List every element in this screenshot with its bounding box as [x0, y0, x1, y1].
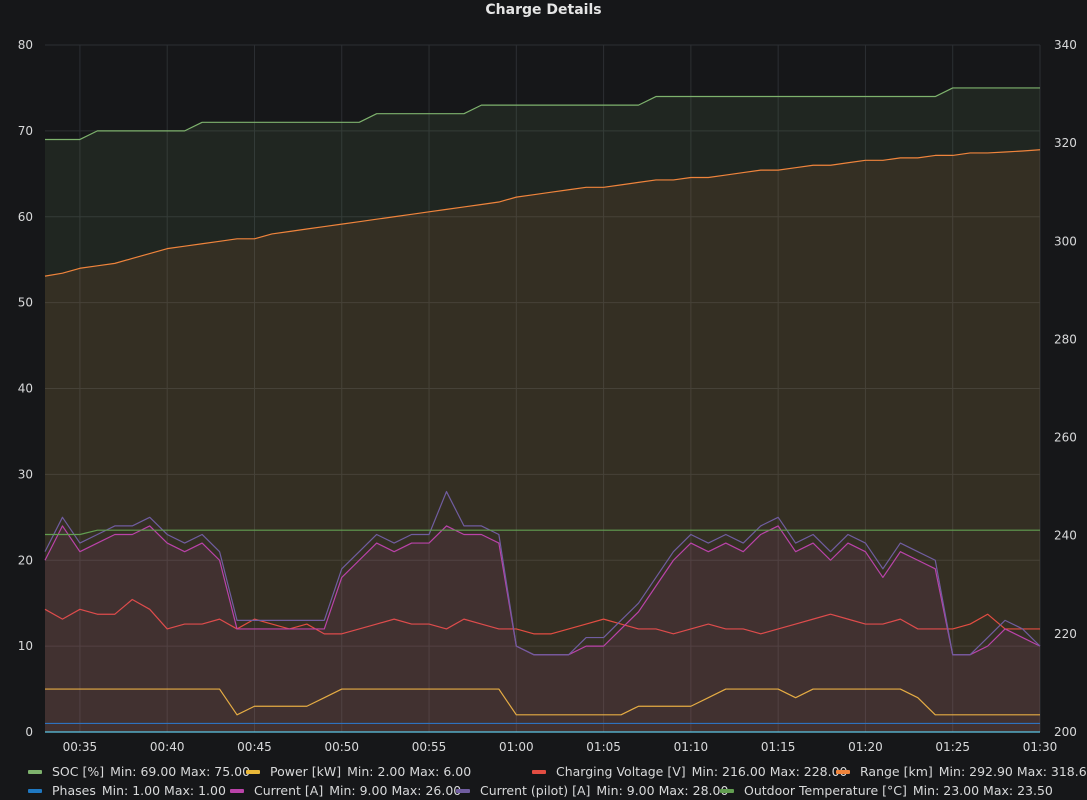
y-left-tick-label: 40 [18, 382, 33, 396]
legend-max: Max: 23.50 [983, 783, 1053, 798]
x-tick-label: 00:55 [412, 740, 447, 754]
series-area [45, 525, 1040, 732]
y-right-tick-label: 300 [1054, 234, 1077, 248]
legend-item-soc[interactable]: SOC [%] Min: 69.00 Max: 75.00 [28, 764, 258, 779]
legend-swatch [230, 788, 244, 793]
legend-label: Range [km] [860, 764, 933, 779]
legend-max: Max: 318.65 [1016, 764, 1087, 779]
y-left-tick-label: 80 [18, 38, 33, 52]
legend-min: Min: 2.00 [347, 764, 406, 779]
y-right-tick-label: 220 [1054, 627, 1077, 641]
series-line [45, 688, 1040, 716]
legend-item-power[interactable]: Power [kW] Min: 2.00 Max: 6.00 [246, 764, 479, 779]
legend-swatch [836, 769, 850, 774]
legend-label: Current (pilot) [A] [480, 783, 591, 798]
y-left-tick-label: 70 [18, 124, 33, 138]
legend-min: Min: 23.00 [912, 783, 980, 798]
series-line [44, 149, 1041, 277]
legend-max: Max: 75.00 [180, 764, 251, 779]
legend-swatch [532, 769, 546, 774]
charge-details-chart: 0 10 20 30 40 50 60 70 80 200 220 240 260 280 300 320 34… [18, 38, 1077, 754]
x-tick-label: 01:30 [1023, 740, 1058, 754]
legend-item-range[interactable]: Range [km] Min: 292.90 Max: 318.65 [836, 764, 1087, 779]
y-right-tick-label: 280 [1054, 332, 1077, 346]
legend-swatch [28, 788, 42, 793]
legend-max: Max: 6.00 [409, 764, 472, 779]
legend-min: Min: 69.00 [110, 764, 177, 779]
legend-label: Power [kW] [270, 764, 342, 779]
legend-min: Min: 216.00 [691, 764, 766, 779]
y-right-tick-label: 340 [1054, 38, 1077, 52]
y-right-tick-label: 320 [1054, 136, 1077, 150]
y-right-tick-label: 260 [1054, 431, 1077, 445]
y-left-tick-label: 10 [18, 639, 33, 653]
legend-swatch [246, 769, 260, 774]
series-line [44, 598, 1040, 635]
x-tick-label: 01:25 [935, 740, 970, 754]
legend-swatch [456, 788, 470, 793]
x-tick-label: 00:50 [324, 740, 359, 754]
x-tick-label: 01:00 [499, 740, 534, 754]
series-line [45, 87, 1040, 141]
x-tick-label: 00:45 [237, 740, 272, 754]
legend-max: Max: 1.00 [164, 783, 226, 798]
y-left-tick-label: 50 [18, 296, 33, 310]
legend: SOC [%] Min: 69.00 Max: 75.00 Power [kW]… [0, 762, 1087, 800]
legend-label: SOC [%] [52, 764, 105, 779]
legend-item-outdoor-temperature[interactable]: Outdoor Temperature [°C] Min: 23.00 Max:… [720, 783, 1061, 798]
x-tick-label: 01:15 [761, 740, 796, 754]
legend-min: Min: 1.00 [101, 783, 161, 798]
x-tick-label: 01:20 [848, 740, 883, 754]
series-line [45, 529, 1040, 536]
series-area [45, 149, 1040, 732]
legend-max: Max: 26.00 [391, 783, 462, 798]
y-right-tick-label: 200 [1054, 725, 1077, 739]
y-left-tick-label: 20 [18, 553, 33, 567]
chart-title: Charge Details [485, 2, 602, 18]
legend-swatch [28, 769, 42, 774]
legend-swatch [720, 788, 734, 793]
x-tick-label: 01:05 [586, 740, 621, 754]
legend-min: Min: 292.90 [938, 764, 1013, 779]
x-tick-label: 01:10 [674, 740, 709, 754]
legend-item-phases[interactable]: Phases Min: 1.00 Max: 1.00 [28, 783, 234, 798]
series-area [45, 87, 1040, 732]
x-tick-label: 00:40 [150, 740, 185, 754]
legend-min: Min: 9.00 [596, 783, 655, 798]
legend-item-current[interactable]: Current [A] Min: 9.00 Max: 26.00 [230, 783, 469, 798]
y-left-tick-label: 30 [18, 467, 33, 481]
legend-label: Current [A] [254, 783, 324, 798]
legend-item-charging-voltage[interactable]: Charging Voltage [V] Min: 216.00 Max: 22… [532, 764, 856, 779]
legend-label: Charging Voltage [V] [556, 764, 686, 779]
legend-label: Outdoor Temperature [°C] [744, 783, 907, 798]
y-right-tick-label: 240 [1054, 529, 1077, 543]
y-left-tick-label: 60 [18, 210, 33, 224]
legend-min: Min: 9.00 [329, 783, 388, 798]
series-line [44, 490, 1041, 656]
legend-item-current-pilot[interactable]: Current (pilot) [A] Min: 9.00 Max: 28.00 [456, 783, 736, 798]
x-tick-label: 00:35 [63, 740, 98, 754]
legend-max: Max: 28.00 [658, 783, 729, 798]
y-left-tick-label: 0 [25, 725, 33, 739]
legend-max: Max: 228.00 [769, 764, 848, 779]
legend-label: Phases [52, 783, 96, 798]
